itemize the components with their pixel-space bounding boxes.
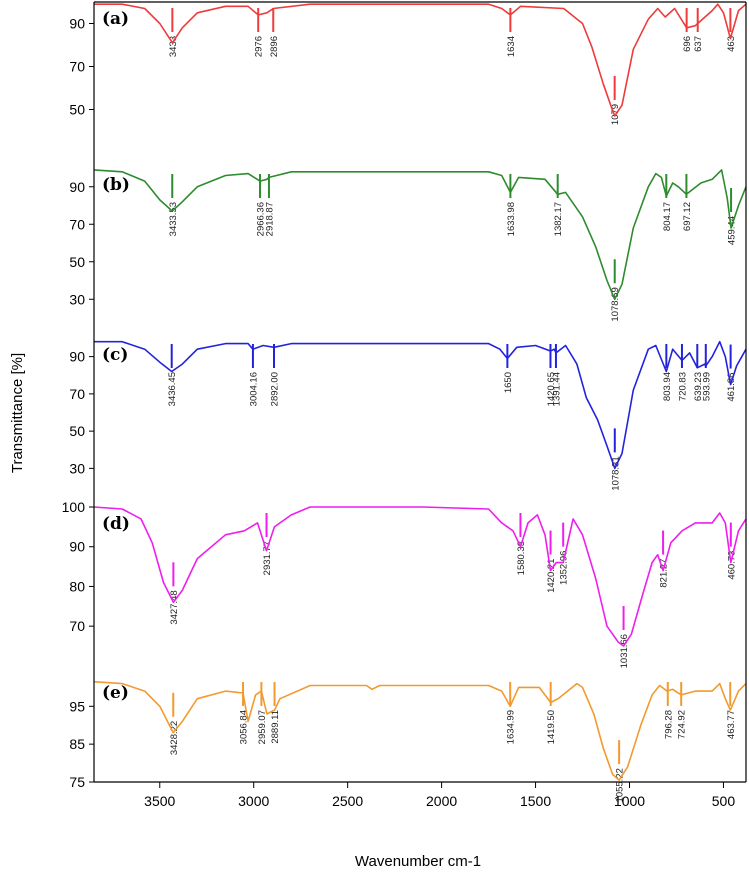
peak-label: 1078.69 <box>610 287 621 321</box>
y-tick-label: 85 <box>69 736 85 752</box>
y-tick-label: 50 <box>69 254 85 270</box>
peak-label: 697.12 <box>682 202 693 231</box>
peak-label: 1352.96 <box>559 551 570 585</box>
y-tick-label: 30 <box>69 291 85 307</box>
peak-label: 637 <box>693 36 704 52</box>
peak-label: 463 <box>726 36 737 52</box>
panel-d: 100 90 80 70 3427.48 2931.77 1580.33 1420.21 135… <box>62 499 747 668</box>
peak-label: 1580.33 <box>516 541 527 575</box>
peak-label: 1634 <box>506 36 517 57</box>
peak-label: 463.77 <box>726 710 737 739</box>
peak-label: 2976 <box>254 36 265 57</box>
peak-label: 1633.98 <box>506 202 517 236</box>
peak-label: 796.28 <box>663 710 674 739</box>
panel-label-d: (d) <box>102 514 130 534</box>
x-tick-label: 1000 <box>614 793 645 809</box>
peak-label: 459.44 <box>727 216 738 245</box>
panel-c: 90 70 50 30 3436.45 3004.16 2892.00 1650 1420.65… <box>69 340 747 491</box>
y-tick-label: 90 <box>69 16 85 32</box>
spectrum-line-c <box>94 340 747 470</box>
peak-label: 1419.50 <box>546 710 557 744</box>
x-tick-label: 3500 <box>144 793 175 809</box>
peak-label: 1634.99 <box>506 710 517 744</box>
peak-label: 2918.87 <box>264 202 275 236</box>
y-tick-label: 50 <box>69 423 85 439</box>
peak-label: 2966.36 <box>256 202 267 236</box>
y-axis-title: Transmittance [%] <box>9 353 26 473</box>
y-tick-label: 70 <box>69 386 85 402</box>
peak-label: 1078.31 <box>610 456 621 490</box>
panel-label-e: (e) <box>102 683 129 703</box>
peak-label: 1420.65 <box>546 372 557 406</box>
peak-label: 1382.17 <box>553 202 564 236</box>
peak-label: 461.86 <box>726 373 737 402</box>
peak-label: 821.27 <box>659 559 670 588</box>
y-tick-label: 95 <box>69 698 85 714</box>
y-tick-label: 90 <box>69 179 85 195</box>
peak-label: 3428.22 <box>169 721 180 755</box>
y-tick-label: 90 <box>69 349 85 365</box>
y-tick-label: 70 <box>69 618 85 634</box>
y-tick-label: 70 <box>69 59 85 75</box>
x-tick-label: 3000 <box>238 793 269 809</box>
peak-label: 804.17 <box>662 202 673 231</box>
x-tick-label: 2000 <box>426 793 457 809</box>
x-tick-label: 2500 <box>332 793 363 809</box>
x-tick-label: 500 <box>712 793 736 809</box>
peak-label: 696 <box>682 36 693 52</box>
y-tick-label: 30 <box>69 460 85 476</box>
x-tick-label: 1500 <box>520 793 551 809</box>
panel-label-b: (b) <box>102 175 130 195</box>
spectrum-line-e <box>93 680 747 781</box>
peak-label: 1031.66 <box>619 634 630 668</box>
peak-label: 593.99 <box>701 372 712 401</box>
peak-label: 720.83 <box>677 372 688 401</box>
peak-label: 639.23 <box>693 372 704 401</box>
peak-label: 3433.53 <box>168 202 179 236</box>
y-tick-label: 100 <box>62 499 86 515</box>
y-tick-label: 90 <box>69 539 85 555</box>
x-axis-title: Wavenumber cm-1 <box>355 853 481 870</box>
x-axis: 3500 3000 2500 2000 1500 1000 500 <box>93 1 747 809</box>
y-tick-label: 75 <box>69 774 85 790</box>
panel-label-c: (c) <box>102 345 128 365</box>
peak-label: 2896 <box>269 36 280 57</box>
peak-label: 1391.44 <box>551 372 562 406</box>
peak-label: 1420.21 <box>546 559 557 593</box>
spectrum-line-b <box>93 169 747 301</box>
peak-label: 724.92 <box>677 710 688 739</box>
panel-e: 95 85 75 3428.22 3056.84 2959.07 2889.11 1634.9… <box>69 680 747 802</box>
peak-label: 3433 <box>168 36 179 57</box>
peak-label: 2959.07 <box>257 710 268 744</box>
peak-label: 3436.45 <box>167 372 178 406</box>
peak-label: 460.73 <box>726 551 737 580</box>
peak-label: 3427.48 <box>169 590 180 624</box>
peak-label: 2889.11 <box>270 710 281 744</box>
peak-label: 3056.84 <box>239 710 250 744</box>
spectrum-line-a <box>94 3 747 117</box>
y-tick-label: 80 <box>69 578 85 594</box>
peak-label: 2892.00 <box>270 372 281 406</box>
peak-label: 3004.16 <box>248 372 259 406</box>
peak-label: 1650 <box>503 372 514 393</box>
peak-label: 2931.77 <box>262 541 273 575</box>
peak-label: 1055.22 <box>615 768 626 802</box>
panel-label-a: (a) <box>102 9 129 29</box>
peak-label: 803.94 <box>662 372 673 401</box>
y-tick-label: 50 <box>69 102 85 118</box>
y-tick-label: 70 <box>69 216 85 232</box>
spectrum-line-d <box>93 506 747 647</box>
